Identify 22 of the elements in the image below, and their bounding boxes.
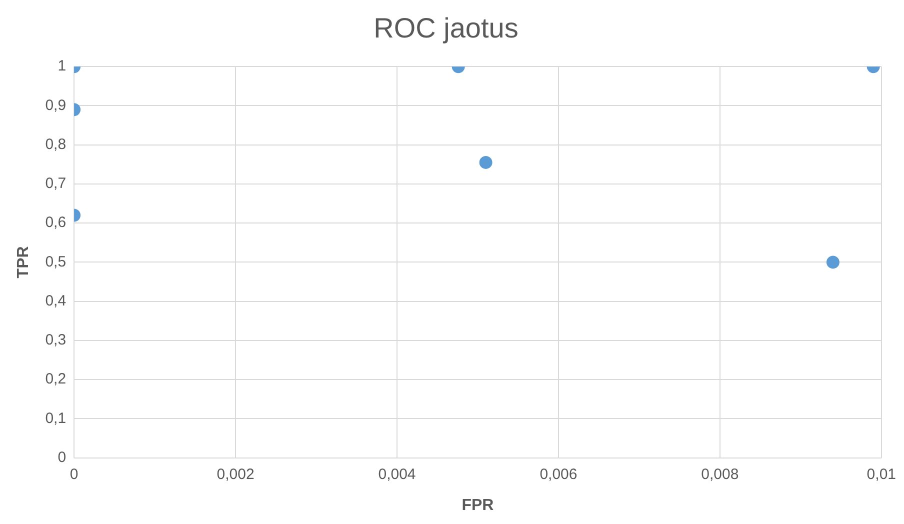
y-axis-title: TPR — [15, 246, 32, 278]
y-tick-label: 0,4 — [45, 292, 66, 310]
x-tick-label: 0,006 — [540, 466, 578, 483]
point — [826, 256, 840, 269]
y-tick-label: 0,5 — [45, 253, 66, 270]
x-tick-label: 0,008 — [701, 466, 739, 483]
y-tick-label: 0 — [58, 448, 66, 466]
point — [479, 156, 492, 169]
x-tick-label: 0,01 — [866, 466, 896, 483]
y-tick-label: 0,3 — [45, 332, 66, 349]
y-tick-label: 0,8 — [45, 136, 66, 153]
x-tick-label: 0 — [70, 466, 78, 483]
y-tick-label: 1 — [58, 58, 66, 75]
y-tick-label: 0,2 — [45, 370, 66, 388]
y-tick-label: 0,7 — [45, 175, 66, 192]
x-tick-label: 0,002 — [216, 466, 254, 483]
chart-title: ROC jaotus — [374, 12, 518, 44]
x-tick-label: 0,004 — [378, 466, 416, 483]
y-tick-label: 0,9 — [45, 96, 66, 114]
y-tick-label: 0,6 — [45, 214, 66, 232]
x-axis-title: FPR — [462, 496, 494, 514]
y-tick-label: 0,1 — [45, 410, 66, 427]
